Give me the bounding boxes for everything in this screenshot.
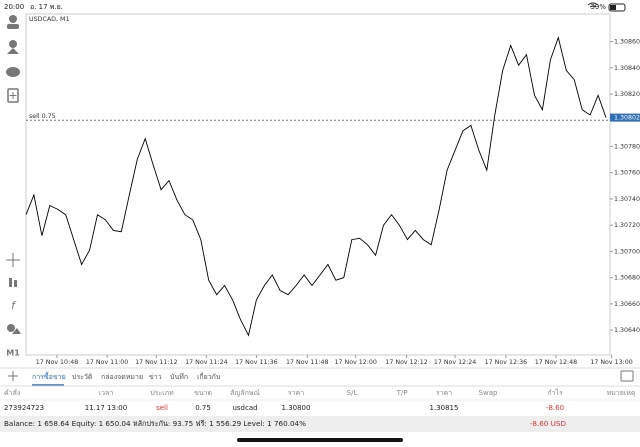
column-header: ประเภท [150,389,174,397]
column-header: ราคา [288,389,304,397]
x-tick-label: 17 Nov 11:36 [235,359,277,366]
cell-symbol: usdcad [232,404,257,412]
x-tick-label: 17 Nov 10:48 [36,359,78,366]
home-indicator [237,438,403,442]
column-header: เวลา [99,389,114,397]
y-tick-label: 1.30860 [614,39,640,46]
cell-type: sell [156,404,168,412]
y-tick-label: 1.30640 [614,327,640,334]
timeframe-button[interactable]: M1 [6,349,20,358]
wifi-icon [587,2,599,8]
y-tick-label: 1.30660 [614,301,640,308]
cell-price: 1.30815 [430,404,459,412]
objects-icon-2 [12,328,21,334]
order-label: sell 0.75 [29,113,56,120]
tab[interactable]: การซื้อขาย [32,370,66,381]
current-price-label: 1.30802 [614,115,640,122]
candles-icon[interactable] [9,278,12,287]
clock: 20:00 [4,3,24,11]
new-order-icon[interactable] [7,88,19,103]
column-header: ราคา [436,389,452,397]
column-header: S/L [347,389,358,397]
cell-time: 11.17 13:00 [85,404,127,412]
price-line [25,36,607,337]
battery-level: 39% [590,3,606,11]
x-tick-label: 17 Nov 12:00 [334,359,376,366]
total-profit: -8.60 USD [530,419,567,428]
tab[interactable]: เกี่ยวกับ [197,372,220,381]
y-tick-label: 1.30700 [614,248,640,255]
cell-open-price: 1.30800 [282,404,311,412]
quotes-icon-body [7,24,19,29]
x-tick-label: 17 Nov 11:48 [286,359,328,366]
left-toolbar: f M1 [6,15,21,381]
column-header: หมายเหตุ [607,389,636,397]
y-tick-label: 1.30780 [614,143,640,150]
y-tick-label: 1.30820 [614,91,640,98]
column-header: สัญลักษณ์ [230,389,260,397]
tab[interactable]: ประวัติ [72,373,93,381]
x-tick-label: 17 Nov 11:12 [135,359,177,366]
x-tick-label: 17 Nov 12:48 [535,359,577,366]
objects-icon[interactable] [7,324,15,332]
battery-icon [608,3,626,12]
x-tick-label: 17 Nov 13:00 [590,359,632,366]
trade-table: คำสั่ง เวลา ประเภท ขนาด สัญลักษณ์ ราคา S/L T/P ร… [0,388,640,412]
x-tick-label: 17 Nov 12:24 [434,359,476,366]
chart-frame [25,13,611,356]
x-tick-label: 17 Nov 12:12 [385,359,427,366]
x-tick-label: 17 Nov 11:00 [86,359,128,366]
chart: 1.30860 1.30840 1.30820 1.30780 1.30760 1.307… [25,36,640,366]
candles-icon-2 [14,280,17,287]
column-header: ขนาด [194,389,212,397]
x-tick-label: 17 Nov 12:36 [485,359,527,366]
cell-profit: -8.60 [546,404,564,412]
crosshair-icon[interactable] [6,253,20,267]
account-icon-body [7,48,19,54]
x-tick-label: 17 Nov 11:24 [185,359,227,366]
quotes-icon[interactable] [9,15,17,23]
y-tick-label: 1.30840 [614,65,640,72]
account-icon[interactable] [9,40,17,48]
tab[interactable]: บันทึก [170,372,188,381]
tab[interactable]: ข่าว [149,373,162,381]
column-header: กำไร [547,388,563,397]
y-tick-label: 1.30760 [614,170,640,177]
account-summary: Balance: 1 658.64 Equity: 1 650.04 หลักป… [4,419,306,428]
battery-fill [610,5,616,10]
chart-title: USDCAD, M1 [29,16,69,23]
y-tick-label: 1.30680 [614,275,640,282]
tab-menu-icon[interactable] [620,370,634,382]
column-header: T/P [396,389,408,397]
column-header: Swap [479,389,498,397]
date: อ. 17 พ.ย. [30,3,63,11]
new-order-plus [9,92,17,99]
current-price-box [610,113,640,122]
y-tick-label: 1.30740 [614,196,640,203]
y-tick-label: 1.30720 [614,222,640,229]
summary-bar [0,416,640,432]
tab-bar: การซื้อขาย ประวัติ กล่องจดหมาย ข่าว บันทึก เก… [32,370,220,386]
indicators-icon[interactable]: f [11,299,17,312]
cell-size: 0.75 [195,404,211,412]
chat-icon[interactable] [6,67,20,77]
column-header: คำสั่ง [4,388,20,397]
cell-order: 273924723 [4,404,44,412]
tab[interactable]: กล่องจดหมาย [101,373,143,381]
add-button[interactable] [8,371,18,381]
